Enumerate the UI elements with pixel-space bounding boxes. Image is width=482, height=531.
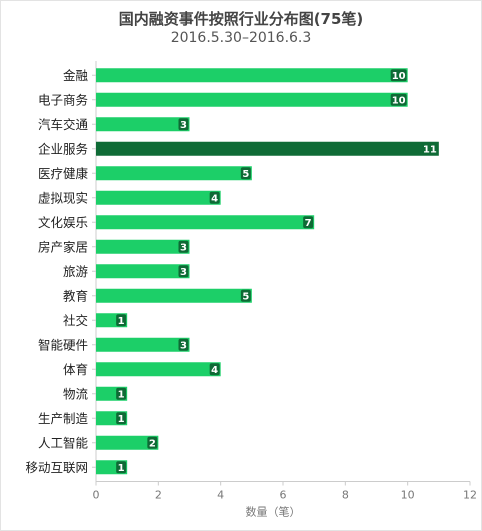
category-label: 虚拟现实 [38,190,88,205]
x-tick-label: 6 [280,489,287,502]
category-label: 电子商务 [38,92,88,107]
value-label-box [116,461,127,474]
value-label: 4 [211,193,218,204]
category-label: 汽车交通 [38,117,89,132]
x-tick-label: 0 [93,489,100,502]
category-label: 旅游 [63,264,89,279]
bar [96,337,190,352]
value-label: 3 [180,340,187,351]
value-label: 4 [211,365,218,376]
value-label: 11 [423,144,437,155]
value-label: 1 [118,414,125,425]
category-label: 体育 [63,362,88,377]
x-tick-label: 4 [217,489,224,502]
value-label-box [178,118,189,131]
category-label: 物流 [63,386,89,401]
value-label-box [303,216,314,229]
bar [96,117,190,132]
category-label: 教育 [63,288,88,303]
value-label-box [178,265,189,278]
value-label: 2 [149,438,156,449]
bar [96,215,315,230]
category-label: 智能硬件 [38,337,88,352]
category-label: 企业服务 [38,141,88,156]
bar [96,362,221,377]
bar [96,239,190,254]
category-label: 房产家居 [38,239,88,254]
value-label: 3 [180,242,187,253]
value-label-box [147,436,158,449]
value-label-box [421,142,438,155]
bar [96,435,159,450]
category-label: 移动互联网 [25,460,88,475]
value-label: 1 [118,389,125,400]
bar [96,166,252,181]
value-label: 5 [242,169,249,180]
value-label-box [178,240,189,253]
value-label-box [116,387,127,400]
value-label: 3 [180,267,187,278]
value-label: 10 [392,95,406,106]
value-label-box [209,363,220,376]
value-label-box [390,93,407,106]
value-label-box [240,289,251,302]
x-tick-label: 8 [342,489,349,502]
value-label: 10 [392,71,406,82]
value-label: 1 [118,316,125,327]
value-label: 5 [242,291,249,302]
value-label-box [240,167,251,180]
category-label: 社交 [63,313,88,328]
chart-subtitle: 2016.5.30–2016.6.3 [170,30,312,46]
category-label: 文化娱乐 [38,215,88,230]
bar [96,141,439,156]
bar [96,68,408,83]
bar [96,92,408,107]
category-label: 生产制造 [38,411,89,426]
chart-title: 国内融资事件按照行业分布图(75笔) [118,10,364,28]
value-label-box [116,412,127,425]
value-label: 7 [305,218,312,229]
category-label: 金融 [63,68,89,83]
value-label-box [178,338,189,351]
value-label-box [390,69,407,82]
x-axis-title: 数量（笔） [246,505,301,519]
value-label-box [209,191,220,204]
value-label-box [116,314,127,327]
bar [96,264,190,279]
value-label: 3 [180,120,187,131]
category-label: 人工智能 [38,435,89,450]
x-tick-label: 12 [463,489,477,502]
x-tick-label: 10 [401,489,415,502]
value-label: 1 [118,463,125,474]
x-tick-label: 2 [155,489,162,502]
bar [96,288,252,303]
bar [96,190,221,205]
category-label: 医疗健康 [38,166,89,181]
